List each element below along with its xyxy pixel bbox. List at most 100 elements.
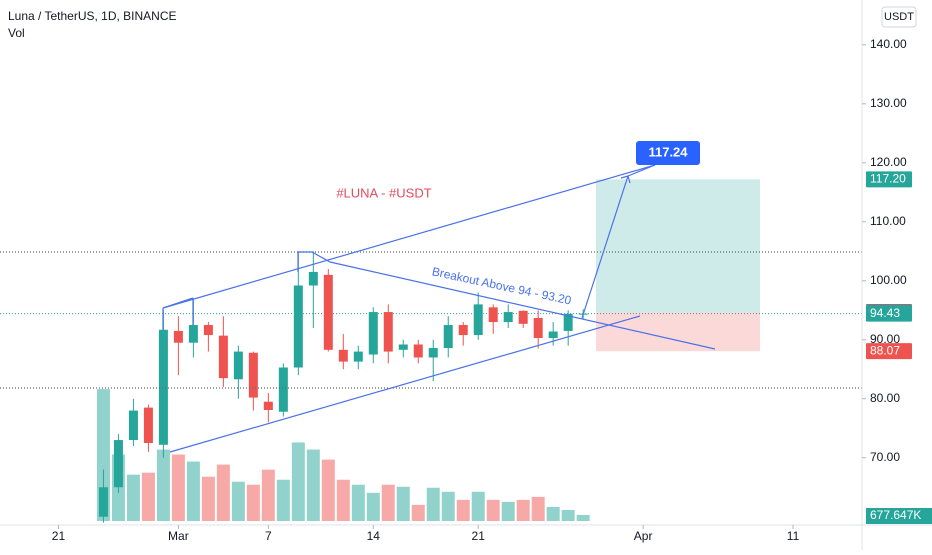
target-tag-label: 117.20 <box>870 171 906 185</box>
y-tick-label: 140.00 <box>870 37 907 51</box>
volume-bar <box>231 481 245 521</box>
candle-body <box>113 440 123 488</box>
channel-mark <box>162 297 194 309</box>
y-tick-label: 100.00 <box>870 273 907 287</box>
callout-box <box>636 141 700 165</box>
last-price-tag-label: 94.43 <box>870 306 900 320</box>
volume-bar <box>396 486 410 521</box>
candle-body <box>488 307 498 323</box>
channel-upper <box>162 164 656 309</box>
volume-bar <box>216 464 230 521</box>
falling-trendline <box>297 251 716 350</box>
currency-button-label[interactable]: USDT <box>884 11 914 23</box>
y-tick-label: 80.00 <box>870 391 900 405</box>
candle-body <box>263 401 273 410</box>
candle-body <box>143 407 153 444</box>
x-tick-label: 14 <box>367 529 381 543</box>
volume-bar <box>156 449 170 521</box>
candle-body <box>443 325 453 349</box>
candle-body <box>548 331 558 339</box>
candle-body <box>473 304 483 336</box>
candle-body <box>413 344 423 358</box>
volume-bar <box>351 484 365 521</box>
loss-zone <box>596 312 760 352</box>
candle-body <box>293 285 303 368</box>
indicator-label: Vol <box>8 26 25 40</box>
volume-bar <box>576 514 590 521</box>
channel-lower <box>169 315 641 453</box>
stop-tag-box <box>866 343 912 360</box>
y-tick-label: 90.00 <box>870 332 900 346</box>
profit-zone <box>596 179 760 313</box>
volume-bar <box>441 491 455 521</box>
volume-bar <box>276 479 290 521</box>
callout-text: 117.24 <box>648 144 688 159</box>
candle-body <box>518 310 528 324</box>
candle-body <box>218 335 228 379</box>
candle-body <box>128 410 138 441</box>
candle-body <box>368 312 378 355</box>
y-tick-label: 110.00 <box>870 214 906 228</box>
volume-tag-label: 677.647K <box>870 508 921 522</box>
volume-bar <box>126 474 140 521</box>
volume-bar <box>516 499 530 521</box>
x-tick-label: 21 <box>52 529 66 543</box>
x-tick-label: Mar <box>168 529 189 543</box>
candle-body <box>203 325 213 336</box>
volume-bar <box>321 459 335 521</box>
candle-body <box>353 351 363 362</box>
target-tag-box <box>866 171 912 188</box>
volume-bar <box>456 499 470 521</box>
candle-body <box>188 325 198 343</box>
candle-body <box>233 351 243 380</box>
volume-bar <box>531 496 545 521</box>
volume-bar <box>186 461 200 521</box>
candle-body <box>323 274 333 350</box>
candle-body <box>563 313 573 331</box>
volume-bar <box>291 442 305 521</box>
candle-body <box>98 487 108 517</box>
symbol-title: Luna / TetherUS, 1D, BINANCE <box>8 9 177 23</box>
candle-body <box>533 317 543 339</box>
y-tick-label: 70.00 <box>870 450 900 464</box>
y-tick-label: 130.00 <box>870 96 907 110</box>
last-price-tag-box <box>866 305 912 322</box>
y-tick-label: 120.00 <box>870 155 907 169</box>
stop-tag-label: 88.07 <box>870 343 900 357</box>
candle-body <box>398 344 408 350</box>
target-arrow <box>581 175 629 319</box>
volume-bar <box>261 469 275 521</box>
candle-body <box>173 330 183 343</box>
volume-tag-box <box>866 508 932 524</box>
volume-bar <box>246 484 260 521</box>
currency-button[interactable] <box>881 6 917 28</box>
volume-bar <box>201 476 215 521</box>
callout: 117.24 <box>636 141 700 165</box>
candle-body <box>338 349 348 362</box>
x-tick-label: 11 <box>787 529 800 543</box>
volume-bar <box>306 449 320 521</box>
volume-bar <box>561 509 575 521</box>
candle-body <box>308 271 318 286</box>
axis-labels: 70.00 80.00 90.00 100.00 110.00 120.00 130.00 1… <box>52 37 932 543</box>
volume-bar <box>486 499 500 521</box>
volume-bar <box>426 487 440 521</box>
drawings <box>0 164 862 453</box>
volume-bar <box>546 506 560 521</box>
candle-body <box>503 312 513 323</box>
volume-bar <box>171 454 185 521</box>
callout-pointer <box>627 164 656 177</box>
volume-bar <box>381 484 395 521</box>
plot-area <box>0 179 862 523</box>
x-tick-label: 7 <box>265 529 272 543</box>
candle-body <box>278 367 288 412</box>
x-tick-label: Apr <box>634 529 653 543</box>
volume-bar <box>366 492 380 521</box>
candle-body <box>428 348 438 358</box>
candle-body <box>158 329 168 445</box>
candle-body <box>383 312 393 352</box>
x-tick-label: 21 <box>472 529 486 543</box>
volume-bar <box>141 472 155 521</box>
candle-body <box>248 352 258 398</box>
